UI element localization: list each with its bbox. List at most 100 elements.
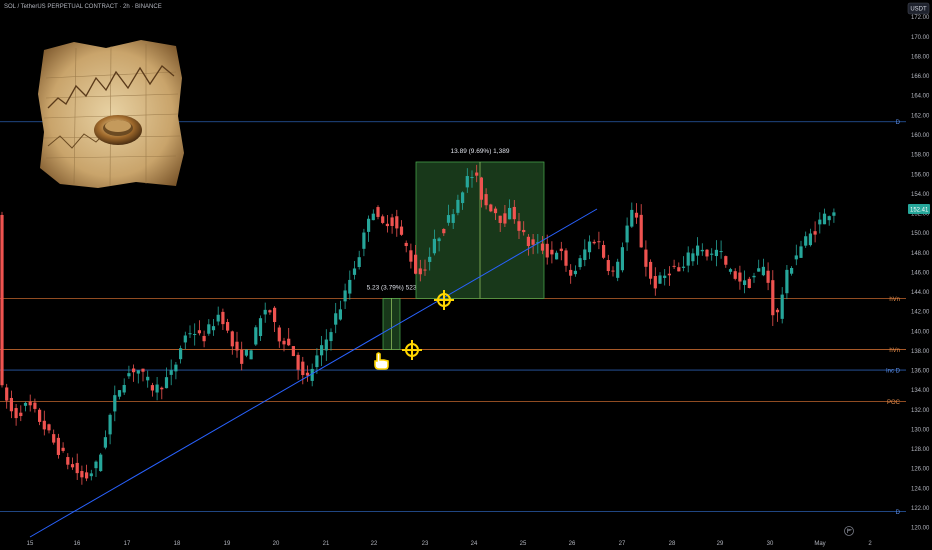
candle-body xyxy=(700,249,704,252)
candle-body xyxy=(277,327,281,342)
candle xyxy=(188,325,192,338)
candle-body xyxy=(418,268,422,275)
candle-body xyxy=(686,252,690,266)
candle-body xyxy=(258,318,263,337)
candle-body xyxy=(155,384,159,393)
candle-body xyxy=(639,214,643,248)
candle-body xyxy=(19,412,23,417)
candle xyxy=(127,365,131,379)
candle-body xyxy=(738,272,742,282)
candle-body xyxy=(804,236,808,246)
candle-body xyxy=(526,236,530,247)
candle-body xyxy=(649,261,653,279)
candle-body xyxy=(461,192,465,204)
measure-label-bg xyxy=(438,144,522,156)
candle xyxy=(108,413,112,445)
candle-body xyxy=(52,434,56,443)
candle-body xyxy=(338,309,342,320)
candle xyxy=(268,309,272,315)
candle xyxy=(587,235,592,260)
candle-body xyxy=(465,176,469,188)
date-tick-label: 16 xyxy=(74,541,81,547)
candle-body xyxy=(663,275,667,278)
candle xyxy=(320,336,324,367)
candle-body xyxy=(780,294,784,319)
flag-glyph xyxy=(847,528,853,533)
date-tick-label: 17 xyxy=(124,541,131,547)
date-tick-label: May xyxy=(814,541,825,547)
price-tick-label: 162.00 xyxy=(911,113,930,119)
candle-body xyxy=(226,322,230,331)
candle xyxy=(771,270,775,326)
candle-body xyxy=(743,280,747,285)
candle-body xyxy=(310,368,314,381)
candle xyxy=(653,267,657,296)
candle-body xyxy=(728,269,733,272)
candle-body xyxy=(432,238,436,254)
price-tick-label: 122.00 xyxy=(911,506,930,512)
candle-body xyxy=(630,209,634,227)
candle-body xyxy=(517,221,521,231)
candle-body xyxy=(602,244,606,258)
candle xyxy=(216,306,220,326)
candle-body xyxy=(813,231,817,235)
candle xyxy=(343,283,347,310)
candle-body xyxy=(211,326,216,331)
candle xyxy=(315,348,319,374)
candle xyxy=(70,457,75,470)
pointing-hand-icon xyxy=(374,352,389,370)
ring-on-chart-paper-image xyxy=(38,40,184,188)
measure-label: 5.23 (3.79%) 523 xyxy=(367,284,417,291)
candle-body xyxy=(456,199,460,213)
candle xyxy=(52,429,56,445)
candle xyxy=(296,352,300,380)
candle xyxy=(606,254,610,276)
currency-badge[interactable] xyxy=(907,2,930,15)
candle xyxy=(414,244,418,275)
candle-body xyxy=(33,402,37,409)
candle-body xyxy=(644,249,648,267)
candle xyxy=(799,240,803,259)
date-tick-label: 18 xyxy=(174,541,181,547)
crosshair-markers xyxy=(374,290,454,370)
candle-body xyxy=(376,207,380,217)
candle xyxy=(743,270,747,294)
candle-body xyxy=(714,249,718,257)
price-axis[interactable]: 172.00 170.00 168.00 166.00 164.00 162.00 160.… xyxy=(906,0,932,550)
candle xyxy=(578,254,582,270)
candle xyxy=(517,213,521,239)
candle-body xyxy=(634,212,639,218)
price-tick-label: 138.00 xyxy=(911,349,930,355)
level-label: D xyxy=(896,120,901,126)
candle xyxy=(592,239,596,245)
candle xyxy=(85,464,89,482)
date-tick-label: 22 xyxy=(371,541,378,547)
time-axis[interactable]: 15 16 17 18 19 20 21 22 23 24 25 26 27 28 29 30 May 2 xyxy=(27,526,873,548)
candle xyxy=(446,204,451,226)
candle xyxy=(23,401,28,412)
candle xyxy=(418,259,422,282)
candle-body xyxy=(658,275,662,284)
last-price-badge xyxy=(908,203,930,214)
price-tick-label: 136.00 xyxy=(911,369,930,375)
candle-body xyxy=(75,462,79,474)
price-tick-label: 168.00 xyxy=(911,54,930,60)
candle xyxy=(230,330,234,355)
candle xyxy=(357,250,361,270)
candle xyxy=(747,276,751,289)
candle-body xyxy=(503,213,507,224)
candle-body xyxy=(569,269,573,276)
candle-body xyxy=(790,268,794,274)
candle-body xyxy=(752,275,756,278)
candle xyxy=(724,255,728,268)
trendline[interactable] xyxy=(29,208,598,538)
candle xyxy=(338,300,342,321)
event-flag-icon[interactable] xyxy=(844,526,854,536)
ascending-trendline[interactable] xyxy=(29,208,598,538)
candle-body xyxy=(540,243,545,251)
date-tick-label: 19 xyxy=(224,541,231,547)
candle-body xyxy=(122,385,126,393)
candle-body xyxy=(475,172,479,176)
candle-body xyxy=(437,238,441,242)
